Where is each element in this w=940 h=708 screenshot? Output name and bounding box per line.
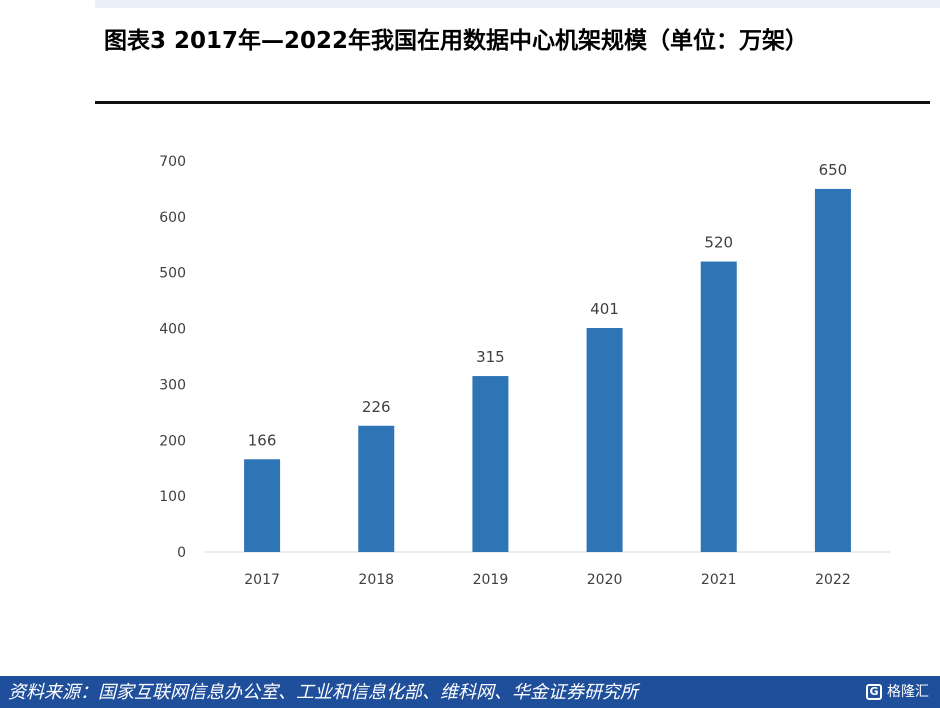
source-note: 资料来源：国家互联网信息办公室、工业和信息化部、维科网、华金证券研究所 xyxy=(8,682,638,703)
bar-chart: 0 100 200 300 400 500 600 700 166 226 315 401 520 65… xyxy=(159,154,890,588)
title-divider xyxy=(95,101,930,104)
x-tick-label: 2018 xyxy=(358,572,394,588)
y-tick-label: 700 xyxy=(159,154,186,170)
data-label-2021: 520 xyxy=(704,234,733,252)
y-tick-label: 100 xyxy=(159,489,186,505)
y-tick-label: 300 xyxy=(159,377,186,393)
watermark-text: 格隆汇 xyxy=(887,684,929,700)
bar-2020 xyxy=(586,328,623,552)
bar-2018 xyxy=(358,425,395,552)
y-tick-label: 0 xyxy=(177,545,186,561)
y-tick-label: 600 xyxy=(159,210,186,226)
x-axis: 2017 2018 2019 2020 2021 2022 xyxy=(244,572,850,588)
bar-2019 xyxy=(472,376,509,552)
top-band xyxy=(95,0,940,8)
bars-group xyxy=(244,188,851,552)
x-tick-label: 2021 xyxy=(701,572,737,588)
bar-2021 xyxy=(700,261,737,552)
y-axis: 0 100 200 300 400 500 600 700 xyxy=(159,154,186,561)
chart-title: 图表3 2017年—2022年我国在用数据中心机架规模（单位：万架） xyxy=(104,28,809,54)
bar-2017 xyxy=(244,459,281,552)
x-tick-label: 2022 xyxy=(815,572,851,588)
data-label-2020: 401 xyxy=(590,300,619,318)
x-tick-label: 2019 xyxy=(473,572,509,588)
data-label-2018: 226 xyxy=(362,398,391,416)
value-labels-group: 166 226 315 401 520 650 xyxy=(248,161,847,449)
y-tick-label: 400 xyxy=(159,322,186,338)
bar-2022 xyxy=(814,188,851,552)
source-footer: 资料来源：国家互联网信息办公室、工业和信息化部、维科网、华金证券研究所 xyxy=(0,676,940,708)
data-label-2017: 166 xyxy=(248,431,277,449)
x-tick-label: 2017 xyxy=(244,572,280,588)
y-tick-label: 500 xyxy=(159,266,186,282)
watermark-logo: G xyxy=(866,684,882,700)
x-tick-label: 2020 xyxy=(587,572,623,588)
data-label-2019: 315 xyxy=(476,348,505,366)
y-tick-label: 200 xyxy=(159,433,186,449)
data-label-2022: 650 xyxy=(819,161,848,179)
